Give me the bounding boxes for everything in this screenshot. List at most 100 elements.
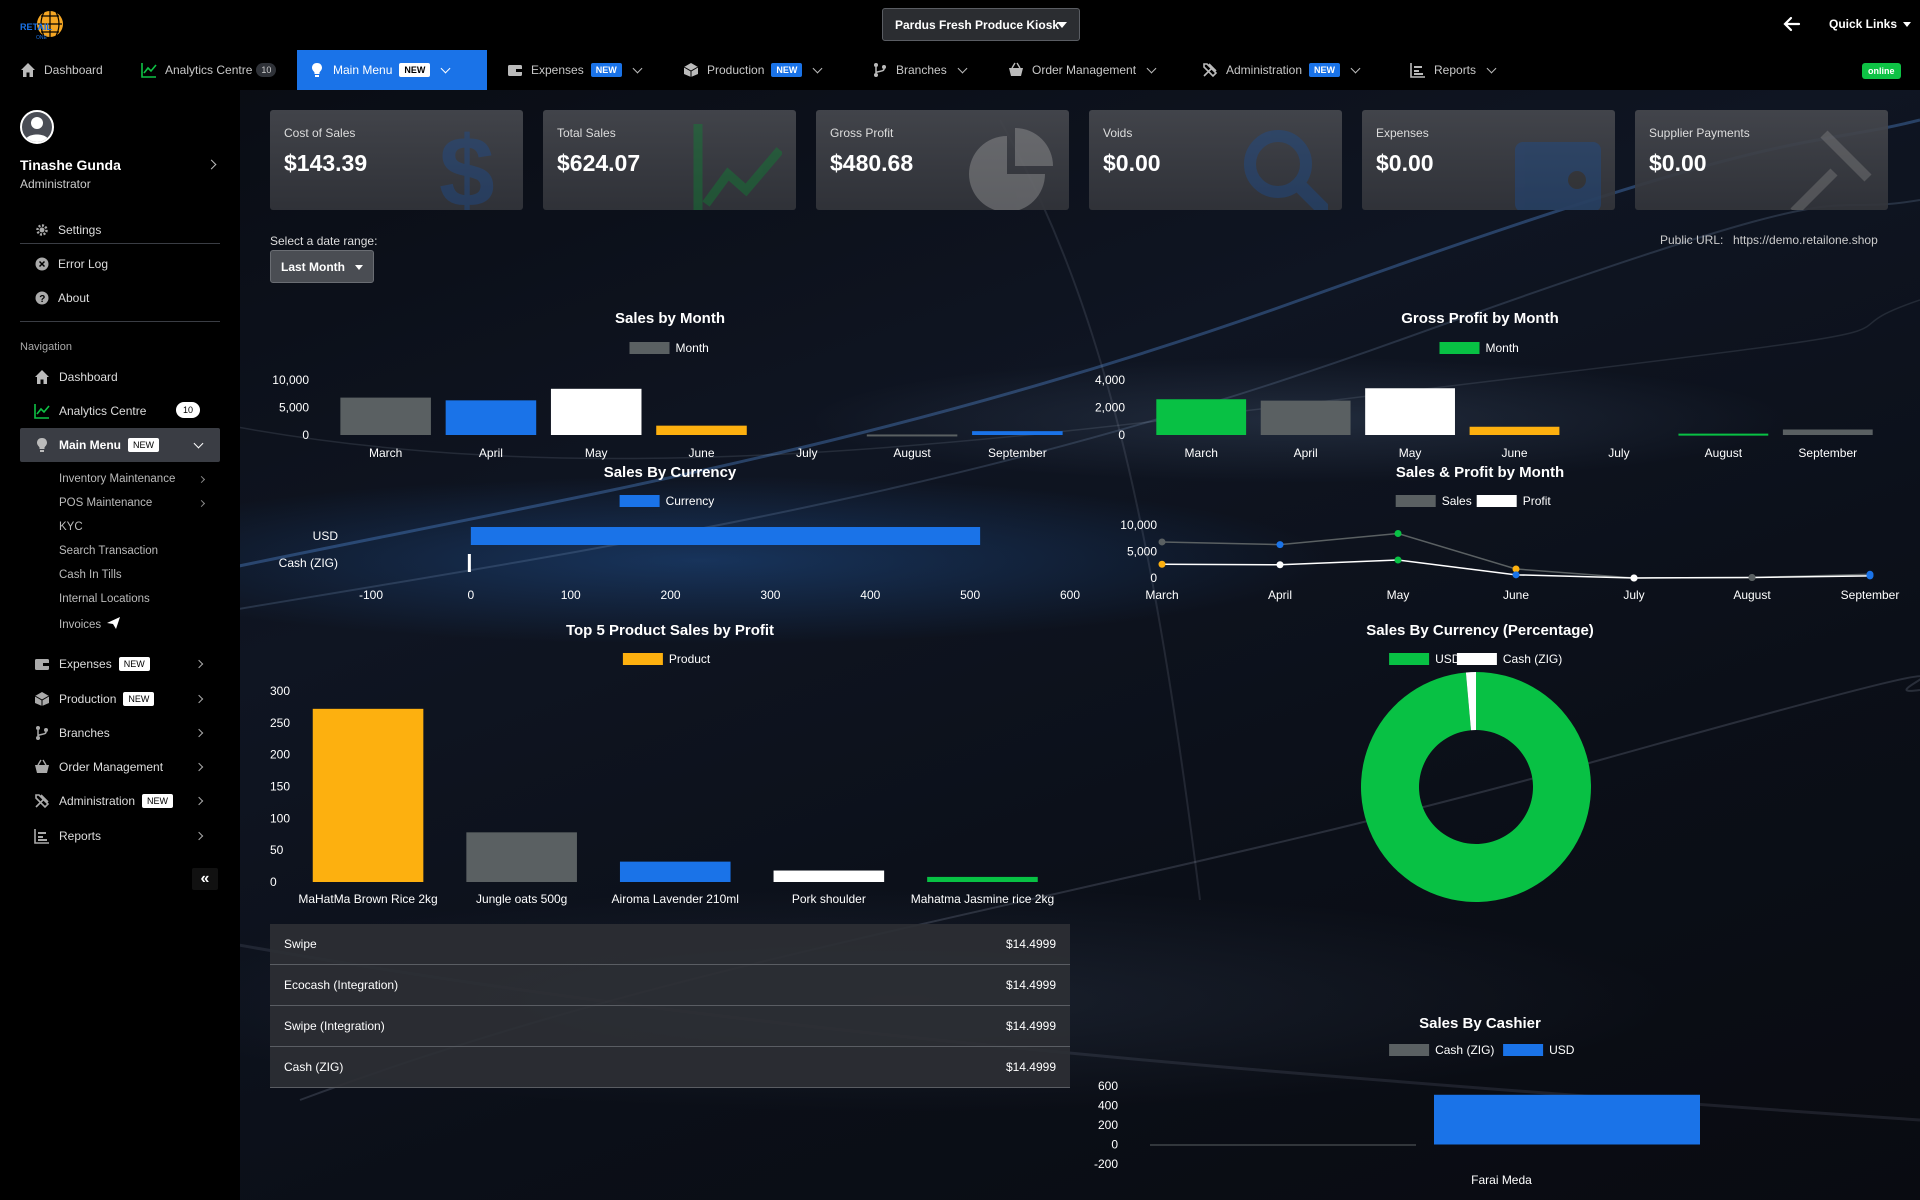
online-status-badge: online: [1862, 63, 1901, 79]
bar-chart-icon: [1410, 63, 1425, 78]
chevron-down-icon: [812, 63, 823, 73]
x-tick-label: Airoma Lavender 210ml: [612, 892, 739, 906]
retailone-logo[interactable]: RETAIL ONE: [18, 8, 72, 42]
x-tick-label: 200: [661, 588, 681, 602]
sidebar-item-dashboard[interactable]: Dashboard: [20, 360, 220, 394]
card-cost-of-sales[interactable]: Cost of Sales $143.39 $: [270, 110, 523, 210]
data-point: [1630, 574, 1638, 582]
legend-swatch: [1456, 653, 1497, 665]
x-tick-label: 600: [1060, 588, 1080, 602]
x-tick-label: MaHatMa Brown Rice 2kg: [298, 892, 437, 906]
analytics-count-badge: 10: [176, 402, 201, 418]
nav-production[interactable]: Production NEW: [683, 50, 823, 90]
chart-svg: Gross Profit by Month Month 4,000 2,000 0 Mar…: [1095, 310, 1873, 460]
x-tick-label: 300: [760, 588, 780, 602]
table-row[interactable]: Ecocash (Integration) $14.4999: [270, 965, 1070, 1006]
arrow-left-icon[interactable]: [1782, 14, 1802, 34]
submenu-invoices[interactable]: Invoices: [59, 617, 121, 631]
y-tick-label: 200: [270, 748, 290, 762]
line-chart-icon: [693, 124, 782, 210]
chevron-right-icon: [194, 762, 204, 772]
line-chart-icon: [141, 63, 157, 78]
sidebar-item-expenses[interactable]: Expenses NEW: [20, 647, 220, 681]
legend-swatch: [1389, 653, 1430, 665]
divider: [20, 243, 220, 244]
x-tick-label: Pork shoulder: [792, 892, 866, 906]
x-tick-label: March: [369, 446, 402, 460]
table-row[interactable]: Cash (ZIG) $14.4999: [270, 1047, 1070, 1088]
nav-dashboard[interactable]: Dashboard: [20, 50, 103, 90]
y-tick-label: USD: [313, 529, 339, 543]
data-point: [1158, 538, 1166, 546]
nav-expenses[interactable]: Expenses NEW: [507, 50, 643, 90]
submenu-internal-locations[interactable]: Internal Locations: [59, 593, 150, 605]
x-tick-label: May: [1399, 446, 1422, 460]
x-tick-label: March: [1145, 588, 1178, 602]
y-tick-label: 0: [1150, 571, 1157, 585]
legend-label: Sales: [1442, 494, 1472, 508]
branch-icon: [874, 63, 886, 77]
avatar[interactable]: [20, 110, 54, 144]
svg-text:?: ?: [39, 294, 45, 305]
bar: [1156, 399, 1247, 435]
legend-label: Month: [1486, 341, 1519, 355]
date-range-select[interactable]: Last Month: [270, 250, 374, 283]
line-chart-icon: [34, 404, 50, 419]
bar: [1782, 429, 1873, 435]
sidebar-item-main-menu[interactable]: Main Menu NEW: [20, 428, 220, 462]
x-tick-label: April: [1268, 588, 1292, 602]
pie-chart-icon: [969, 128, 1053, 210]
sidebar-item-order-management[interactable]: Order Management: [20, 750, 220, 784]
submenu-pos-maintenance[interactable]: POS Maintenance: [59, 497, 206, 509]
sidebar-error-log[interactable]: Error Log: [35, 257, 108, 271]
chevron-down-icon: [440, 63, 451, 73]
nav-branches[interactable]: Branches: [872, 50, 968, 90]
chart-title: Sales & Profit by Month: [1396, 464, 1564, 481]
submenu-search-transaction[interactable]: Search Transaction: [59, 545, 159, 557]
public-url-link[interactable]: https://demo.retailone.shop: [1733, 233, 1878, 247]
nav-reports[interactable]: Reports: [1410, 50, 1497, 90]
nav-analytics-centre[interactable]: Analytics Centre 10: [141, 50, 277, 90]
table-row[interactable]: Swipe (Integration) $14.4999: [270, 1006, 1070, 1047]
chevron-right-icon: [194, 728, 204, 738]
card-voids[interactable]: Voids $0.00: [1089, 110, 1342, 210]
user-name[interactable]: Tinashe Gunda: [20, 157, 121, 173]
x-tick-label: July: [1608, 446, 1629, 460]
payments-table: Swipe $14.4999 Ecocash (Integration) $14.4…: [270, 924, 1070, 1088]
new-badge: NEW: [771, 63, 803, 77]
lightbulb-icon: [37, 438, 47, 452]
chart-svg: Sales By Currency (Percentage) USD Cash (Z…: [1361, 622, 1594, 902]
card-supplier-payments[interactable]: Supplier Payments $0.00: [1635, 110, 1888, 210]
sidebar-item-production[interactable]: Production NEW: [20, 682, 220, 716]
nav-administration[interactable]: Administration NEW: [1202, 50, 1361, 90]
chevron-right-icon[interactable]: [206, 159, 217, 170]
card-total-sales[interactable]: Total Sales $624.07: [543, 110, 796, 210]
table-row[interactable]: Swipe $14.4999: [270, 924, 1070, 965]
submenu-kyc[interactable]: KYC: [59, 521, 83, 533]
nav-order-management[interactable]: Order Management: [1008, 50, 1157, 90]
wallet-icon: [35, 659, 49, 670]
branch-selector[interactable]: Pardus Fresh Produce Kiosk: [882, 8, 1080, 41]
sidebar-settings[interactable]: Settings: [35, 223, 101, 237]
sidebar-about[interactable]: ? About: [35, 291, 89, 305]
legend-label: Currency: [666, 494, 715, 508]
collapse-sidebar-button[interactable]: «: [192, 868, 218, 890]
card-expenses[interactable]: Expenses $0.00: [1362, 110, 1615, 210]
new-badge: NEW: [399, 63, 431, 77]
sidebar-item-administration[interactable]: Administration NEW: [20, 784, 220, 818]
sidebar-item-reports[interactable]: Reports: [20, 819, 220, 853]
quick-links-menu[interactable]: Quick Links: [1829, 17, 1912, 31]
legend-label: Cash (ZIG): [1435, 1043, 1494, 1057]
card-label: Expenses: [1376, 126, 1429, 140]
submenu-inventory-maintenance[interactable]: Inventory Maintenance: [59, 473, 206, 485]
card-gross-profit[interactable]: Gross Profit $480.68: [816, 110, 1069, 210]
nav-main-menu[interactable]: Main Menu NEW: [297, 50, 487, 90]
sidebar-item-analytics-centre[interactable]: Analytics Centre 10: [20, 394, 220, 428]
data-point: [1866, 572, 1874, 580]
bar: [1434, 1094, 1700, 1145]
card-value: $0.00: [1103, 150, 1161, 176]
chart-title: Sales By Cashier: [1419, 1015, 1541, 1032]
sidebar-item-branches[interactable]: Branches: [20, 716, 220, 750]
submenu-cash-in-tills[interactable]: Cash In Tills: [59, 569, 122, 581]
chevron-down-icon: [957, 63, 968, 73]
